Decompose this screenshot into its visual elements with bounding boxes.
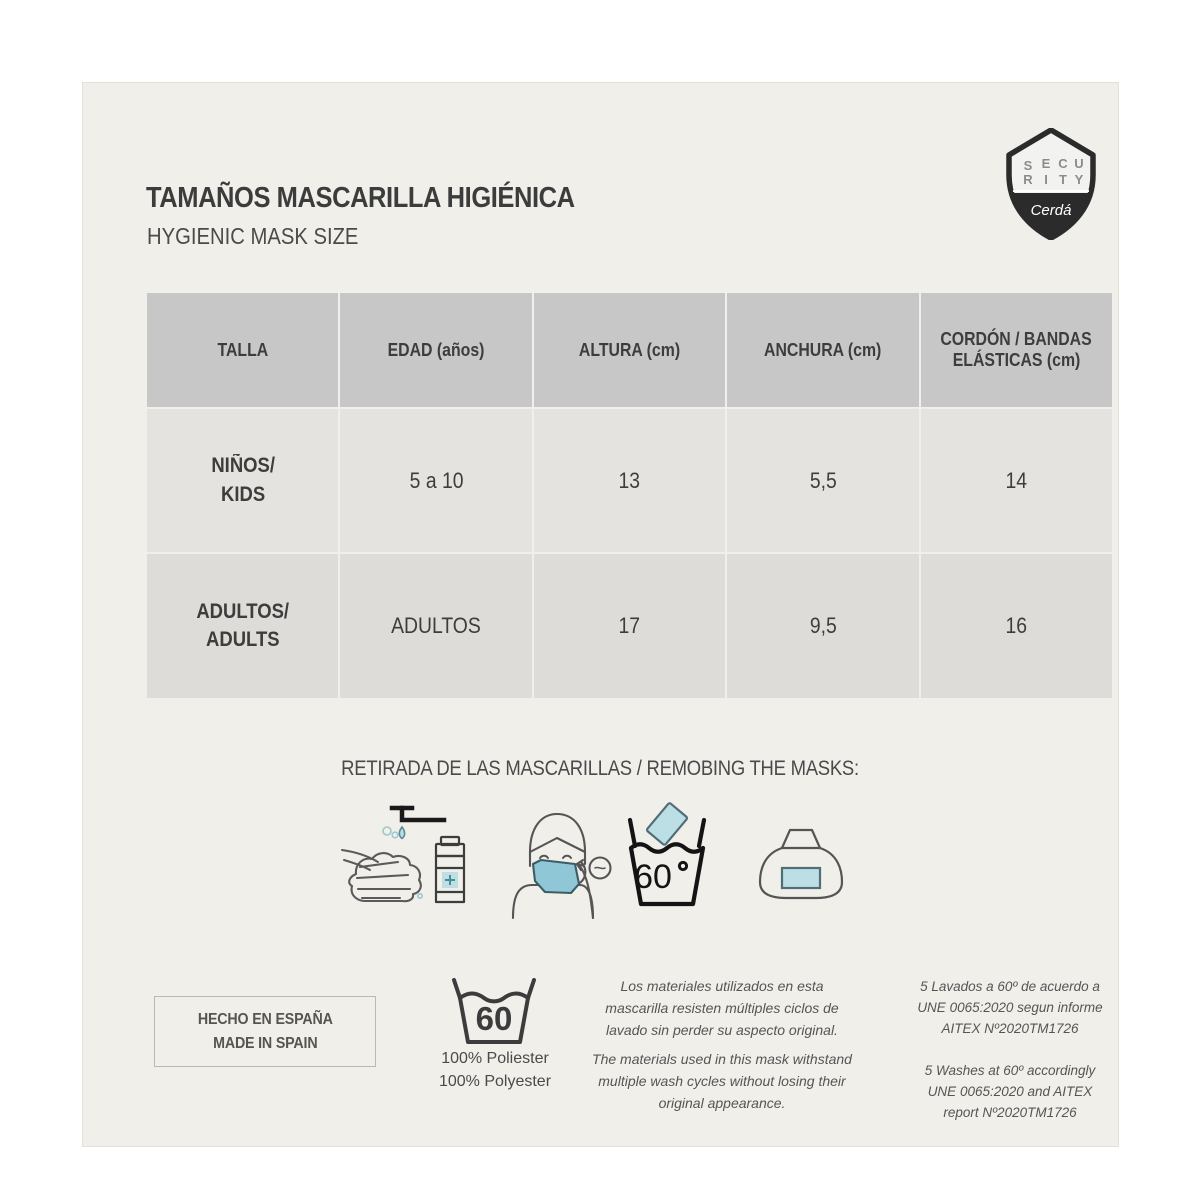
svg-text:60: 60 [476,1000,513,1037]
svg-text:60: 60 [634,858,672,896]
svg-text:Y: Y [1075,172,1084,187]
svg-text:S: S [1024,158,1033,173]
svg-text:U: U [1074,156,1083,171]
svg-text:T: T [1059,172,1067,187]
svg-text:Cerdá: Cerdá [1031,202,1072,219]
svg-text:R: R [1023,172,1033,187]
svg-text:C: C [1058,156,1068,171]
svg-text:I: I [1044,172,1048,187]
svg-text:E: E [1042,156,1051,171]
